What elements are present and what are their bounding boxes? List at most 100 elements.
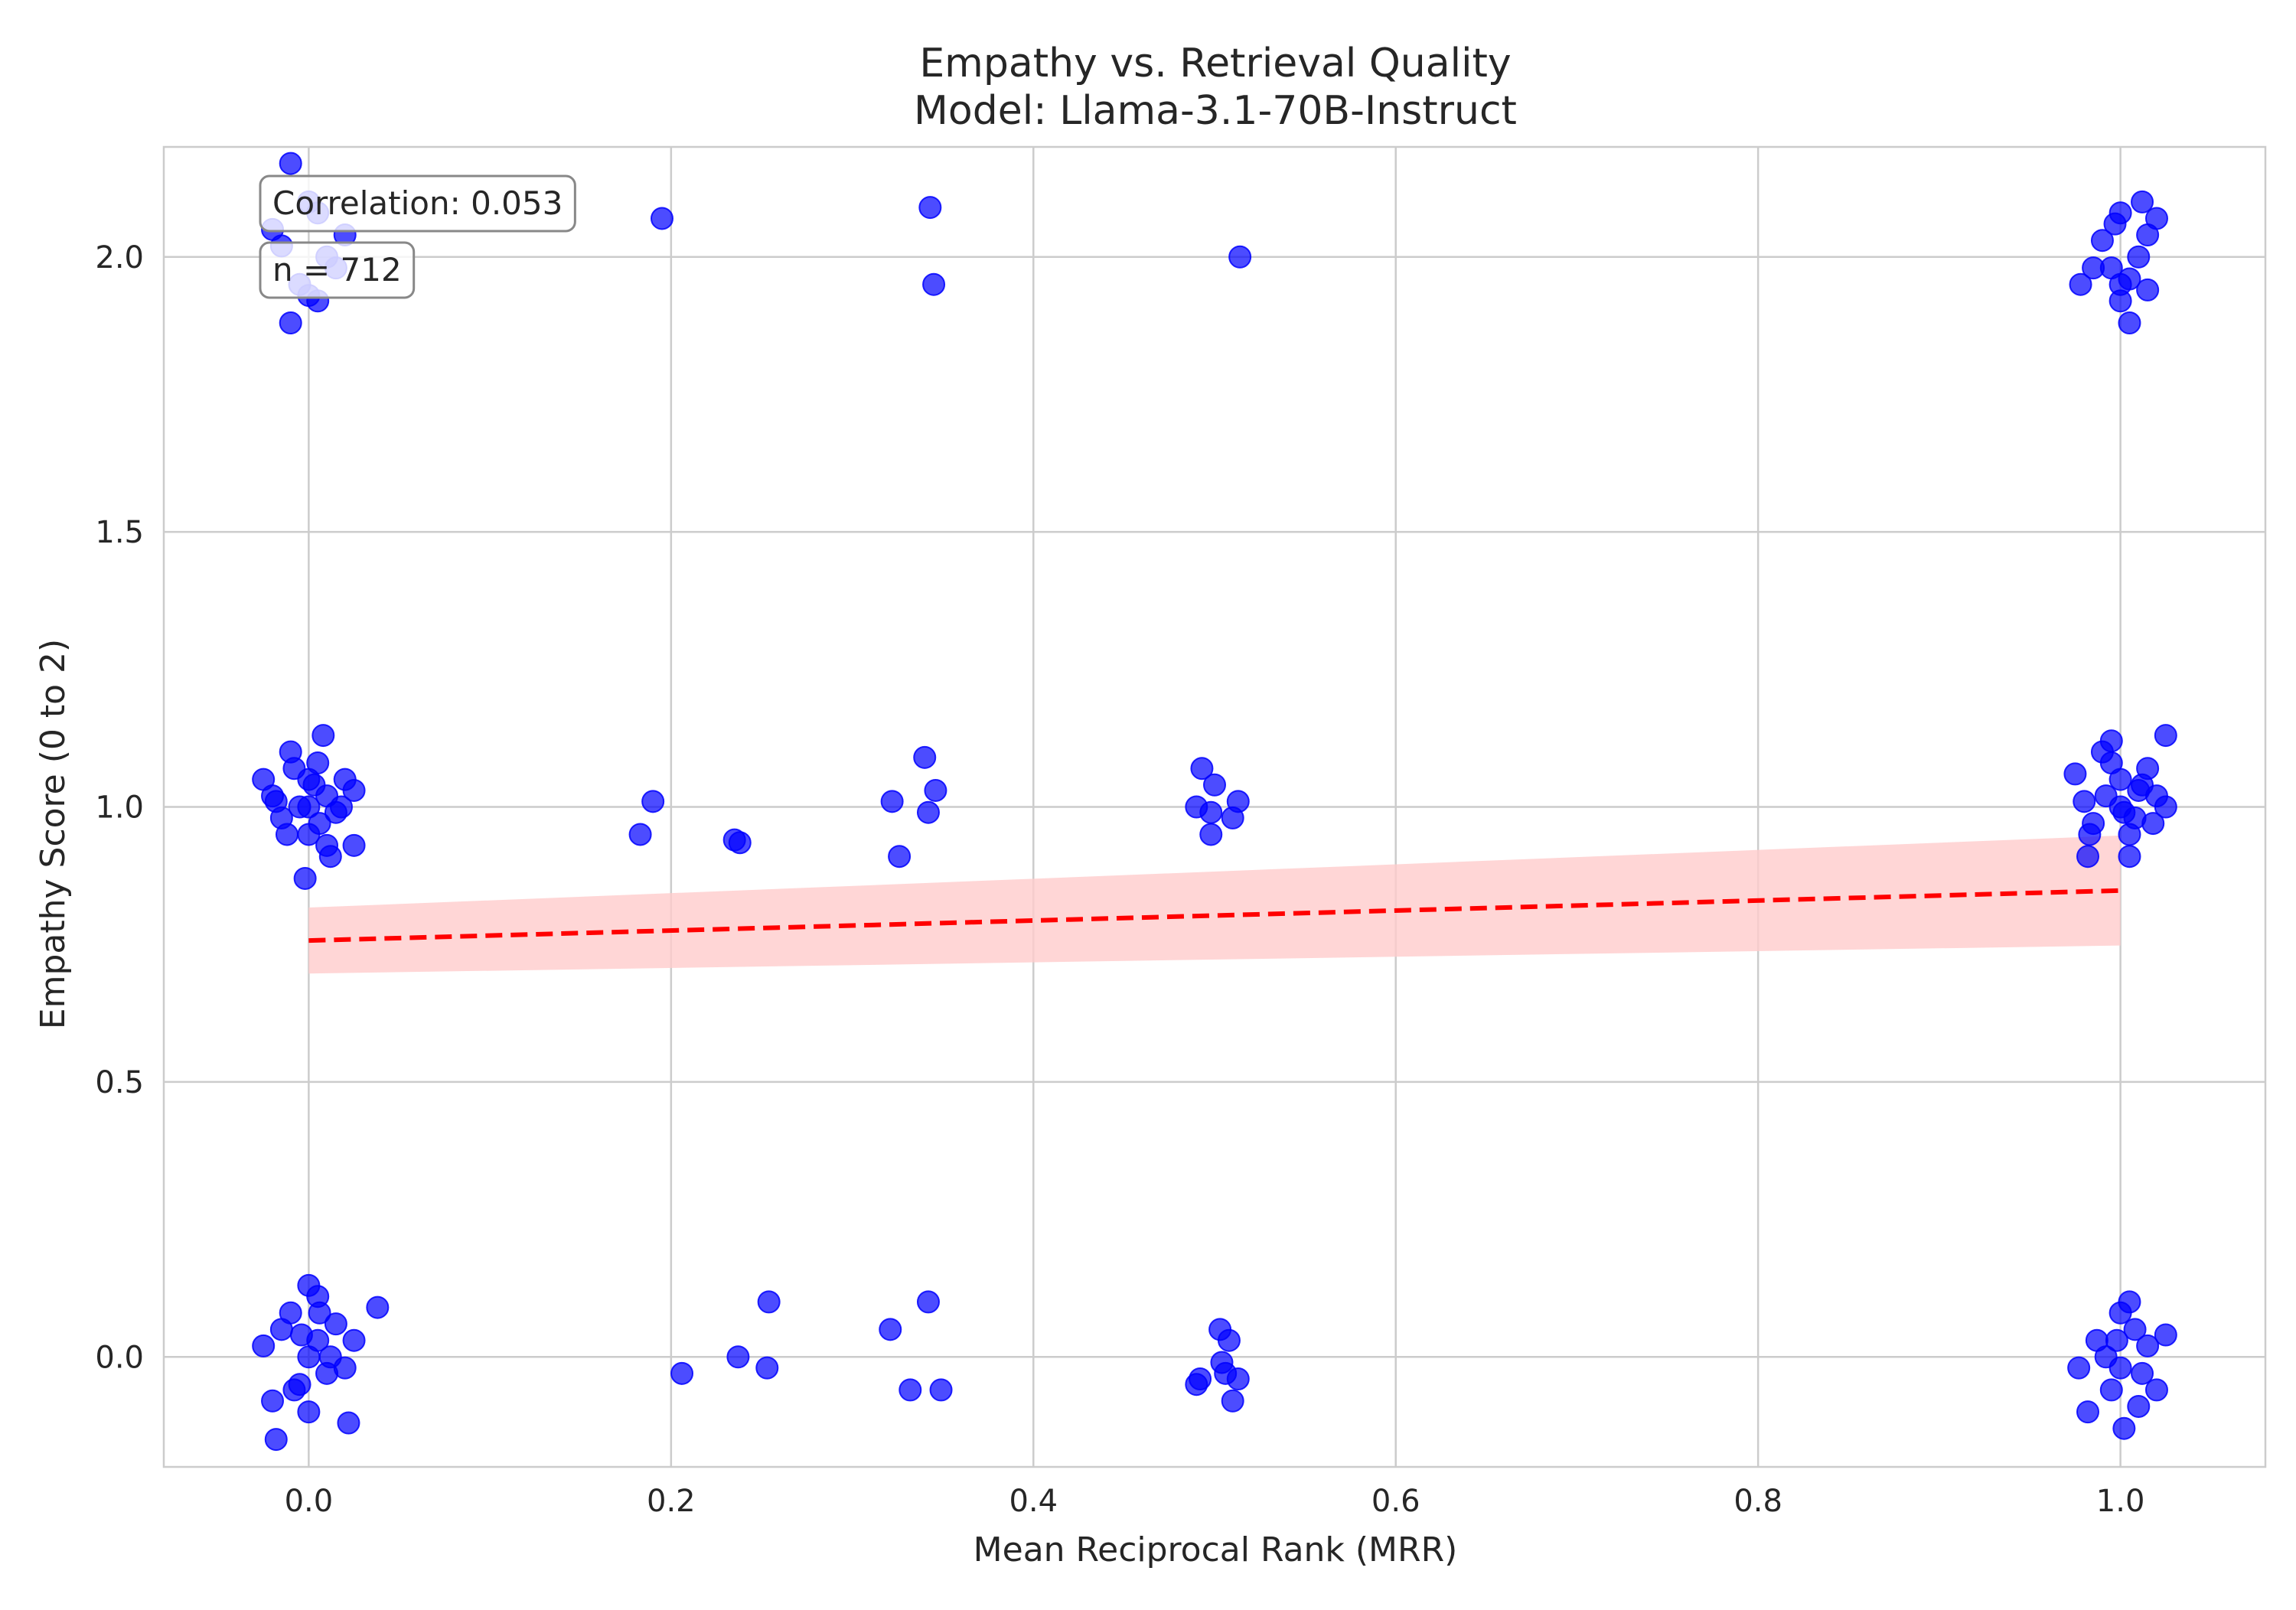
data-point bbox=[2136, 278, 2160, 301]
chart-subtitle: Model: Llama-3.1-70B-Instruct bbox=[914, 88, 1517, 134]
data-point bbox=[297, 1400, 321, 1424]
data-point bbox=[337, 1411, 360, 1435]
data-point bbox=[308, 1301, 331, 1325]
data-point bbox=[324, 1312, 347, 1336]
data-point bbox=[2136, 1334, 2160, 1357]
annotation-text: n = 712 bbox=[272, 251, 402, 288]
data-point bbox=[924, 778, 947, 802]
count-annotation: n = 712 bbox=[259, 241, 416, 299]
y-tick-label: 0.5 bbox=[95, 1065, 144, 1100]
data-point bbox=[2118, 311, 2141, 334]
data-point bbox=[628, 823, 652, 846]
x-axis-title: Mean Reciprocal Rank (MRR) bbox=[974, 1530, 1458, 1569]
data-point bbox=[306, 751, 330, 774]
annotation-box bbox=[259, 241, 416, 299]
data-point bbox=[2131, 190, 2154, 213]
x-tick-label: 0.0 bbox=[285, 1484, 334, 1519]
data-point bbox=[311, 724, 335, 748]
data-point bbox=[2154, 1323, 2177, 1347]
data-point bbox=[2099, 751, 2123, 774]
data-point bbox=[342, 778, 366, 802]
data-point bbox=[2078, 823, 2102, 846]
data-point bbox=[2082, 256, 2105, 280]
data-point bbox=[2144, 1378, 2168, 1402]
data-point bbox=[261, 1389, 285, 1413]
data-point bbox=[913, 745, 937, 769]
data-point bbox=[2154, 724, 2177, 748]
plot-frame bbox=[162, 145, 2267, 1468]
data-point bbox=[302, 773, 326, 797]
data-point bbox=[2154, 795, 2177, 819]
y-tick-label: 1.0 bbox=[95, 790, 144, 826]
data-point bbox=[2136, 223, 2160, 246]
data-point bbox=[264, 1428, 288, 1452]
data-point bbox=[2108, 1356, 2132, 1380]
data-point bbox=[2127, 1394, 2151, 1418]
data-point bbox=[1190, 757, 1214, 781]
data-point bbox=[2108, 272, 2132, 296]
data-point bbox=[308, 812, 331, 836]
data-point bbox=[641, 790, 665, 813]
data-point bbox=[726, 1345, 750, 1369]
data-point bbox=[342, 1328, 366, 1352]
y-tick-label: 0.0 bbox=[95, 1340, 144, 1375]
data-point bbox=[2063, 762, 2087, 786]
data-point bbox=[2067, 1356, 2091, 1380]
data-point bbox=[279, 152, 302, 175]
data-point bbox=[293, 866, 317, 890]
data-point bbox=[2127, 245, 2151, 269]
data-point bbox=[2103, 212, 2127, 236]
data-point bbox=[2069, 272, 2092, 296]
data-point bbox=[755, 1356, 779, 1380]
data-point bbox=[2099, 729, 2123, 753]
data-point bbox=[757, 1290, 781, 1314]
data-point bbox=[2099, 1378, 2123, 1402]
scatter-points bbox=[252, 152, 2177, 1452]
data-point bbox=[1203, 773, 1226, 797]
y-tick-label: 1.5 bbox=[95, 515, 144, 550]
data-point bbox=[2090, 229, 2114, 253]
x-tick-label: 0.2 bbox=[647, 1484, 696, 1519]
data-point bbox=[916, 800, 940, 824]
confidence-band bbox=[308, 835, 2121, 974]
y-tick-label: 2.0 bbox=[95, 240, 144, 275]
data-point bbox=[2094, 784, 2118, 808]
data-point bbox=[929, 1378, 953, 1402]
plot-area: 0.0 0.2 0.4 0.6 0.8 1.0 0.0 0.5 1.0 1.5 2.0 bbox=[95, 145, 2267, 1519]
x-tick-label: 0.4 bbox=[1009, 1484, 1058, 1519]
data-point bbox=[318, 845, 342, 869]
data-point bbox=[2123, 1318, 2147, 1341]
data-point bbox=[282, 1378, 306, 1402]
data-point bbox=[318, 1345, 342, 1369]
data-point bbox=[366, 1295, 390, 1319]
data-point bbox=[880, 790, 904, 813]
data-point bbox=[2105, 1328, 2128, 1352]
data-point bbox=[297, 795, 321, 819]
data-point bbox=[2076, 845, 2100, 869]
data-point bbox=[2118, 1290, 2141, 1314]
data-point bbox=[2131, 1361, 2154, 1385]
data-point bbox=[1228, 245, 1252, 269]
annotation-box bbox=[259, 174, 576, 233]
data-point bbox=[275, 823, 298, 846]
data-point bbox=[1199, 800, 1223, 824]
data-point bbox=[1217, 1328, 1241, 1352]
data-point bbox=[650, 207, 673, 230]
data-point bbox=[279, 311, 302, 334]
data-point bbox=[2076, 1400, 2100, 1424]
data-point bbox=[279, 1301, 302, 1325]
data-point bbox=[282, 757, 306, 781]
x-tick-label: 1.0 bbox=[2096, 1484, 2145, 1519]
correlation-annotation: Correlation: 0.053 bbox=[259, 174, 576, 233]
data-point bbox=[1226, 790, 1250, 813]
data-point bbox=[2112, 800, 2136, 824]
data-point bbox=[888, 845, 912, 869]
data-point bbox=[342, 833, 366, 857]
data-point bbox=[2073, 790, 2096, 813]
x-tick-label: 0.8 bbox=[1733, 1484, 1782, 1519]
x-tick-label: 0.6 bbox=[1371, 1484, 1420, 1519]
data-point bbox=[879, 1318, 902, 1341]
data-point bbox=[918, 196, 942, 220]
